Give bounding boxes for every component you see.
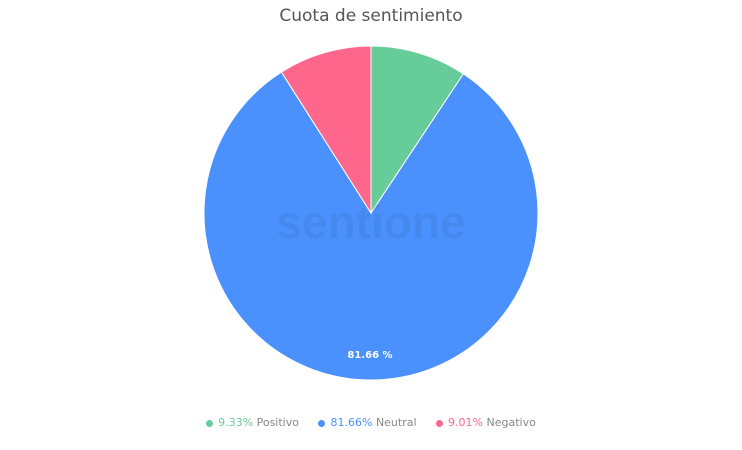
legend-label: Negativo <box>486 416 536 429</box>
pie-slice-neutral[interactable] <box>203 71 539 381</box>
legend-marker <box>206 419 214 427</box>
legend-label: Neutral <box>375 416 417 429</box>
legend-marker <box>436 419 444 427</box>
legend-item-neutral[interactable]: 81.66% Neutral <box>318 416 417 429</box>
chart-title: Cuota de sentimiento <box>279 6 463 26</box>
legend: 9.33% Positivo 81.66% Neutral 9.01% Nega… <box>0 416 742 429</box>
legend-item-positivo[interactable]: 9.33% Positivo <box>206 416 299 429</box>
slice-data-label: 81.66 % <box>347 350 392 361</box>
legend-item-negativo[interactable]: 9.01% Negativo <box>436 416 536 429</box>
pie-slice-positivo[interactable] <box>370 45 465 215</box>
pie-slice-negativo[interactable] <box>280 45 372 215</box>
legend-value: 81.66% <box>330 416 373 429</box>
legend-marker <box>318 419 326 427</box>
legend-label: Positivo <box>256 416 299 429</box>
legend-value: 9.01% <box>448 416 483 429</box>
watermark: sentione <box>276 196 465 248</box>
legend-value: 9.33% <box>218 416 254 429</box>
